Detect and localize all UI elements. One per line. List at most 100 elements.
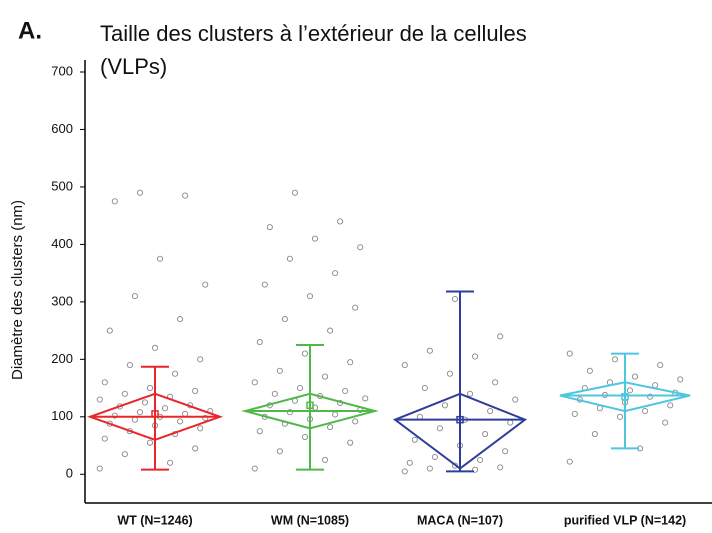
- data-point: [111, 198, 118, 205]
- data-point: [151, 344, 159, 351]
- y-tick-label: 300: [51, 293, 73, 308]
- data-point: [611, 356, 619, 363]
- mean-marker: [621, 392, 629, 401]
- data-point: [202, 281, 209, 288]
- data-point: [332, 411, 339, 418]
- data-point: [96, 465, 103, 472]
- data-point: [477, 456, 484, 463]
- data-point: [652, 382, 659, 389]
- data-point: [276, 367, 283, 374]
- y-tick-label: 500: [51, 178, 73, 193]
- data-point: [322, 456, 329, 463]
- data-point: [586, 367, 593, 374]
- data-point: [266, 224, 273, 231]
- x-tick-label: WT (N=1246): [117, 513, 192, 527]
- data-point: [291, 189, 298, 196]
- data-point: [276, 448, 283, 455]
- data-point: [502, 448, 509, 455]
- y-tick-label: 0: [66, 466, 73, 481]
- data-point: [192, 445, 199, 452]
- data-point: [616, 413, 624, 420]
- data-point: [197, 356, 204, 363]
- data-point: [256, 339, 263, 346]
- data-point: [131, 293, 138, 300]
- data-point: [136, 409, 143, 416]
- data-point: [286, 255, 293, 262]
- data-point: [362, 395, 369, 402]
- data-point: [182, 410, 189, 417]
- data-point: [647, 393, 654, 400]
- data-point: [507, 419, 514, 426]
- data-point: [426, 465, 433, 472]
- data-point: [161, 405, 169, 412]
- data-point: [436, 425, 443, 432]
- data-point: [281, 316, 288, 323]
- data-point: [256, 428, 263, 435]
- data-point: [301, 433, 309, 440]
- mean-marker: [456, 415, 464, 424]
- data-point: [101, 435, 108, 442]
- data-point: [296, 385, 304, 392]
- x-tick-label: MACA (N=107): [417, 513, 503, 527]
- data-point: [131, 416, 138, 423]
- data-point: [332, 270, 339, 277]
- data-point: [156, 255, 164, 262]
- panel-label: A.: [18, 17, 42, 44]
- chart-title: Taille des clusters à l’extérieur de la …: [100, 21, 527, 46]
- data-point: [301, 350, 309, 357]
- data-point: [251, 465, 258, 472]
- data-point: [306, 293, 314, 300]
- data-point: [146, 385, 154, 392]
- mean-marker: [151, 410, 159, 418]
- data-point: [657, 362, 664, 369]
- data-point: [347, 359, 354, 366]
- data-point: [202, 414, 209, 421]
- data-point: [677, 376, 684, 383]
- data-point: [497, 464, 504, 471]
- data-point: [172, 370, 179, 377]
- data-point: [96, 396, 103, 403]
- y-tick-label: 700: [51, 63, 73, 78]
- data-point: [667, 402, 674, 409]
- data-point: [441, 402, 448, 409]
- mean-marker: [306, 401, 314, 410]
- data-point: [167, 459, 174, 466]
- data-point: [251, 379, 258, 386]
- x-tick-label: purified VLP (N=142): [564, 513, 686, 527]
- data-point: [121, 390, 128, 397]
- data-point: [401, 468, 408, 475]
- chart-title: (VLPs): [100, 54, 167, 79]
- data-point: [421, 385, 428, 392]
- data-point: [482, 430, 489, 438]
- data-point: [416, 413, 423, 420]
- data-point: [566, 350, 573, 357]
- data-point: [101, 379, 108, 386]
- data-point: [126, 362, 133, 369]
- data-point: [177, 316, 184, 323]
- data-point: [357, 244, 364, 251]
- data-point: [327, 327, 334, 334]
- data-point: [591, 430, 598, 438]
- data-point: [106, 327, 113, 334]
- y-axis-label: Diamètre des clusters (nm): [9, 200, 26, 380]
- data-point: [512, 396, 519, 403]
- data-point: [472, 353, 479, 360]
- data-point: [111, 412, 118, 419]
- data-point: [197, 425, 204, 432]
- data-point: [146, 439, 154, 446]
- data-point: [286, 409, 293, 416]
- data-point: [271, 390, 278, 397]
- data-point: [406, 459, 413, 466]
- data-point: [472, 466, 479, 473]
- data-point: [662, 419, 669, 426]
- data-point: [411, 436, 418, 443]
- data-point: [401, 362, 408, 369]
- data-point: [352, 418, 359, 425]
- data-point: [566, 458, 573, 465]
- x-tick-label: WM (N=1085): [271, 513, 349, 527]
- data-point: [121, 451, 128, 458]
- data-point: [451, 295, 459, 303]
- data-point: [136, 189, 143, 196]
- data-point: [446, 370, 454, 377]
